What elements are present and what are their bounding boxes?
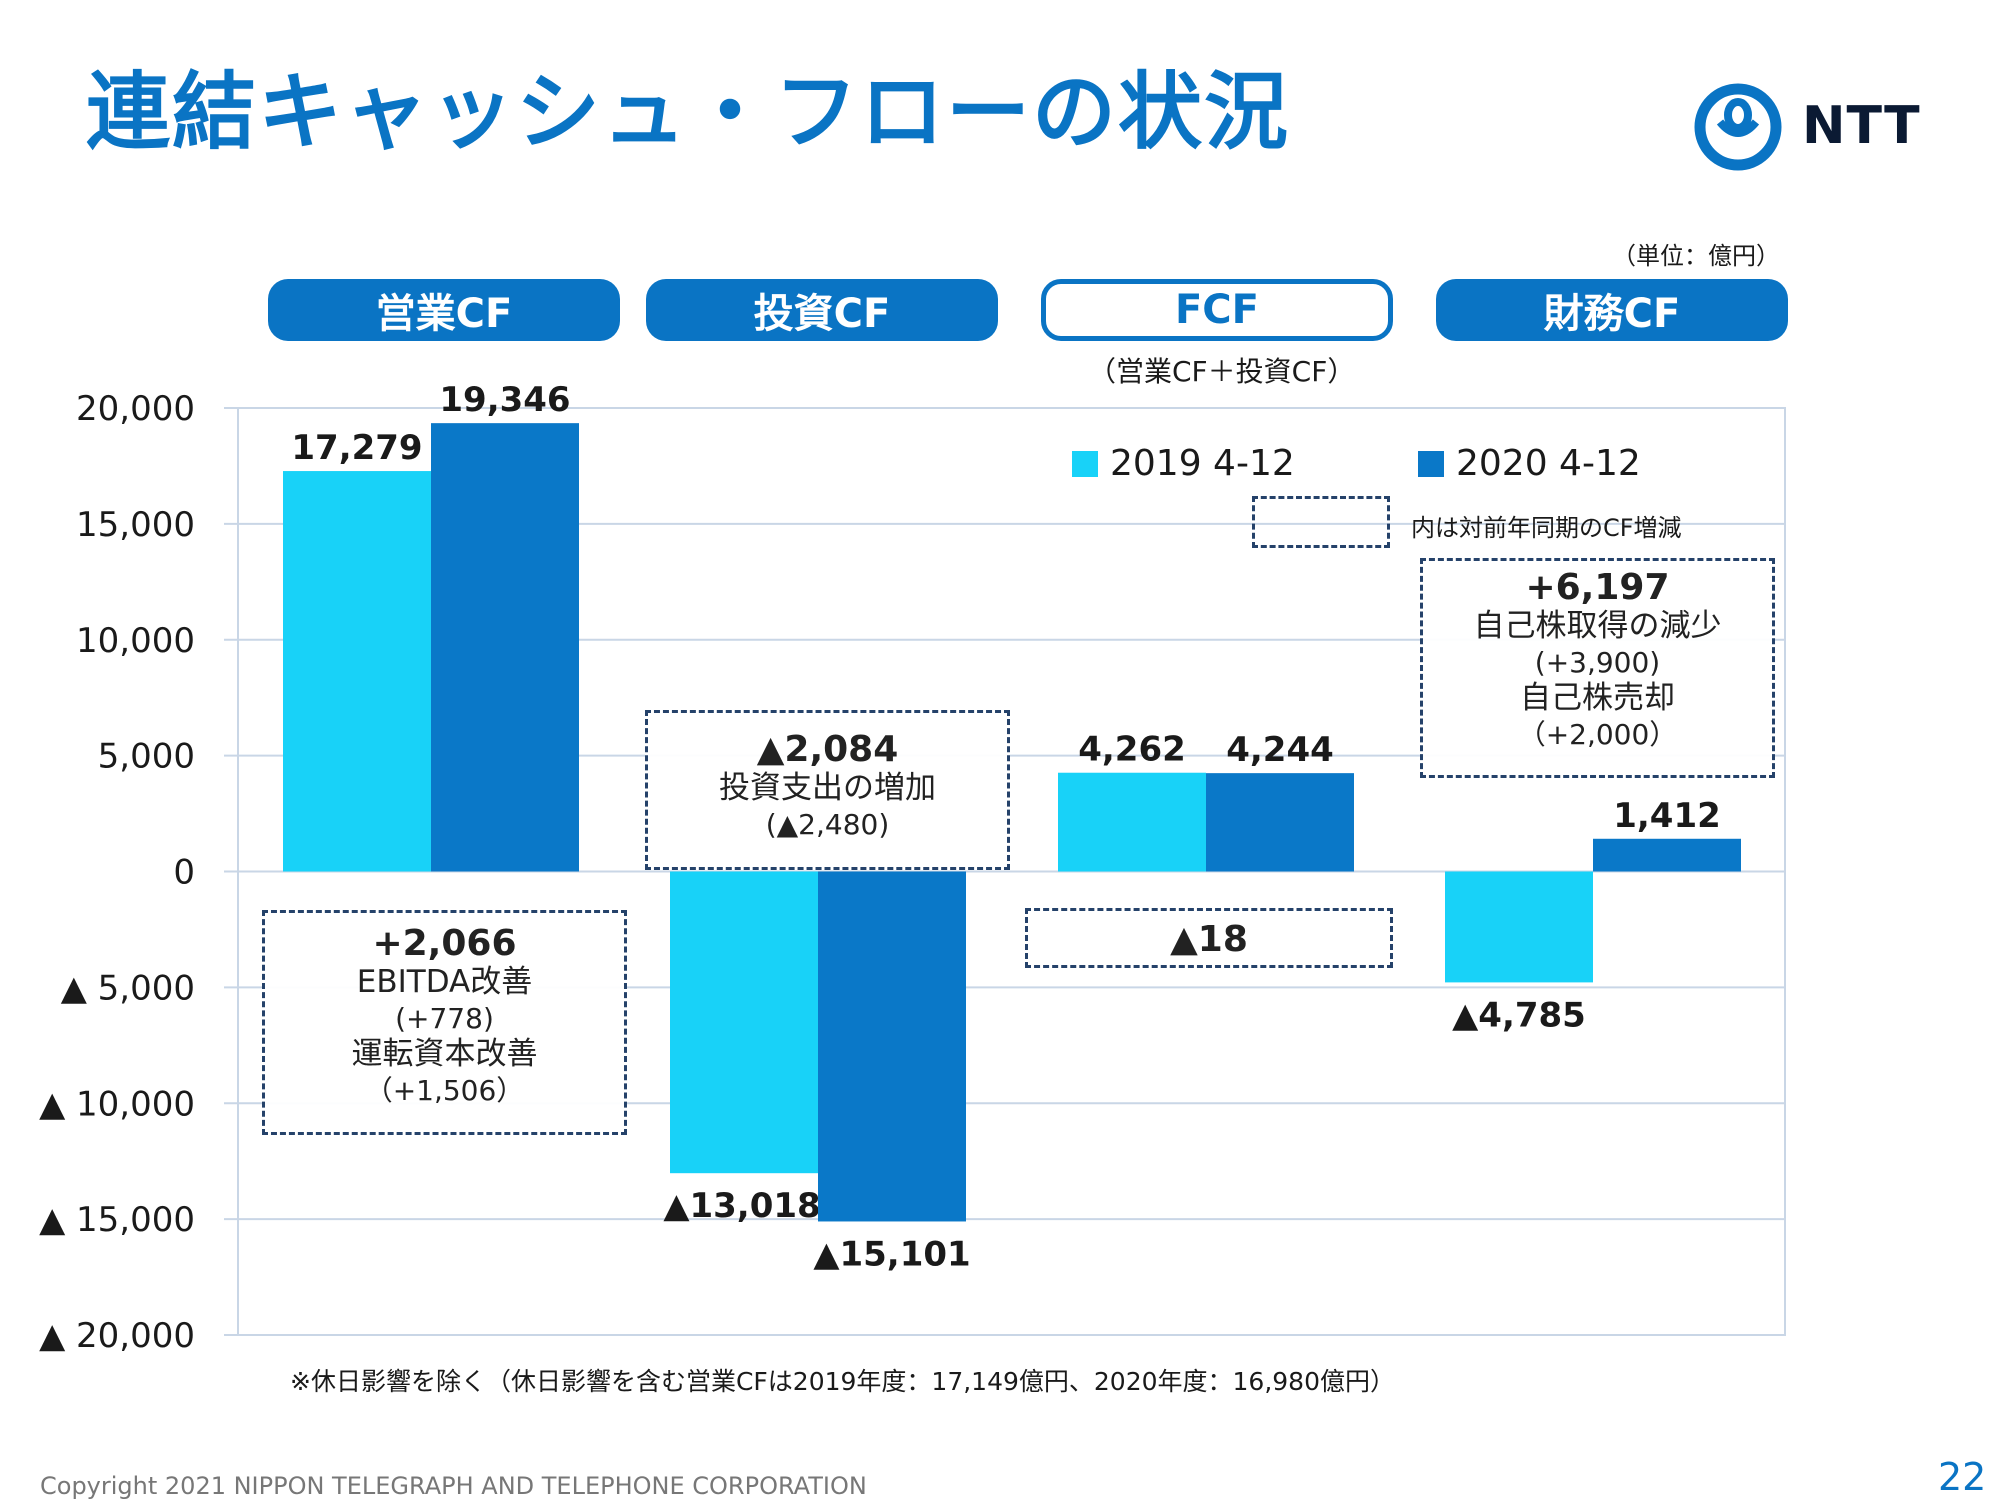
data-label: ▲4,785 xyxy=(1452,995,1586,1035)
legend-label-2020: 2020 4-12 xyxy=(1456,443,1641,484)
annotation-financing-line1: 自己株取得の減少 xyxy=(1473,608,1722,644)
data-label: 1,412 xyxy=(1613,796,1721,836)
annotation-investing: ▲2,084 投資支出の増加 (▲2,480) xyxy=(645,710,1010,870)
legend-swatch-2020 xyxy=(1418,450,1444,477)
bar-2019-3 xyxy=(1445,871,1593,983)
legend-dashed-box xyxy=(1252,496,1390,548)
y-tick-label: ▲ 20,000 xyxy=(39,1316,195,1356)
legend-2019: 2019 4-12 xyxy=(1072,443,1295,484)
y-tick-label: 20,000 xyxy=(76,389,195,429)
annotation-operating-delta: +2,066 xyxy=(372,923,517,964)
ntt-logo-icon xyxy=(1694,83,1782,171)
y-tick-label: 0 xyxy=(173,853,195,893)
bar-2019-0 xyxy=(283,471,431,872)
unit-label: （単位：億円） xyxy=(1612,242,1780,270)
y-tick-label: ▲ 10,000 xyxy=(39,1084,195,1124)
data-label: 19,346 xyxy=(439,380,570,420)
data-label: ▲13,018 xyxy=(663,1186,820,1226)
page-title: 連結キャッシュ・フローの状況 xyxy=(86,63,1291,161)
group-header-fcf: FCF xyxy=(1041,279,1393,341)
annotation-financing-line4: （+2,000） xyxy=(1517,717,1678,751)
annotation-operating: +2,066 EBITDA改善 (+778) 運転資本改善 （+1,506） xyxy=(262,910,627,1135)
annotation-operating-line2: (+778) xyxy=(395,1001,494,1035)
copyright: Copyright 2021 NIPPON TELEGRAPH AND TELE… xyxy=(40,1472,867,1500)
page-number: 22 xyxy=(1938,1455,1987,1499)
annotation-financing-line3: 自己株売却 xyxy=(1520,679,1675,716)
bar-2019-2 xyxy=(1058,772,1206,872)
legend-note: 内は対前年同期のCF増減 xyxy=(1411,514,1682,542)
y-tick-label: 15,000 xyxy=(76,505,195,545)
legend-label-2019: 2019 4-12 xyxy=(1110,443,1295,484)
legend-2020: 2020 4-12 xyxy=(1418,443,1641,484)
annotation-financing: +6,197 自己株取得の減少 (+3,900) 自己株売却 （+2,000） xyxy=(1420,558,1775,778)
footnote: ※休日影響を除く（休日影響を含む営業CFは2019年度：17,149億円、202… xyxy=(290,1367,1395,1396)
bar-2020-0 xyxy=(431,423,579,872)
logo-text: NTT xyxy=(1802,96,1921,156)
data-label: ▲15,101 xyxy=(813,1234,970,1274)
annotation-investing-delta: ▲2,084 xyxy=(756,729,899,770)
annotation-operating-line3: 運転資本改善 xyxy=(351,1035,538,1072)
annotation-fcf-delta: ▲18 xyxy=(1170,919,1248,960)
legend-swatch-2019 xyxy=(1072,450,1098,477)
group-header-investing: 投資CF xyxy=(646,279,998,341)
annotation-financing-delta: +6,197 xyxy=(1525,567,1670,608)
bar-2020-1 xyxy=(818,871,966,1222)
bar-2020-3 xyxy=(1593,838,1741,872)
group-header-financing: 財務CF xyxy=(1436,279,1788,341)
bar-2020-2 xyxy=(1206,773,1354,872)
annotation-financing-line2: (+3,900) xyxy=(1534,645,1661,679)
annotation-investing-line1: 投資支出の増加 xyxy=(719,770,936,806)
group-header-operating: 営業CF xyxy=(268,279,620,341)
annotation-operating-line1: EBITDA改善 xyxy=(356,964,533,1000)
bar-2019-1 xyxy=(670,871,818,1174)
data-label: 4,262 xyxy=(1078,730,1186,770)
y-tick-label: 5,000 xyxy=(98,737,195,777)
annotation-operating-line4: （+1,506） xyxy=(364,1073,525,1107)
data-label: 17,279 xyxy=(291,428,422,468)
fcf-subtitle: （営業CF＋投資CF） xyxy=(1088,355,1356,388)
annotation-investing-line2: (▲2,480) xyxy=(765,807,890,841)
ntt-logo: NTT xyxy=(1690,82,1940,172)
y-tick-label: ▲ 15,000 xyxy=(39,1200,195,1240)
y-tick-label: ▲ 5,000 xyxy=(61,968,195,1008)
y-tick-label: 10,000 xyxy=(76,621,195,661)
data-label: 4,244 xyxy=(1226,730,1334,770)
annotation-fcf: ▲18 xyxy=(1025,908,1393,968)
